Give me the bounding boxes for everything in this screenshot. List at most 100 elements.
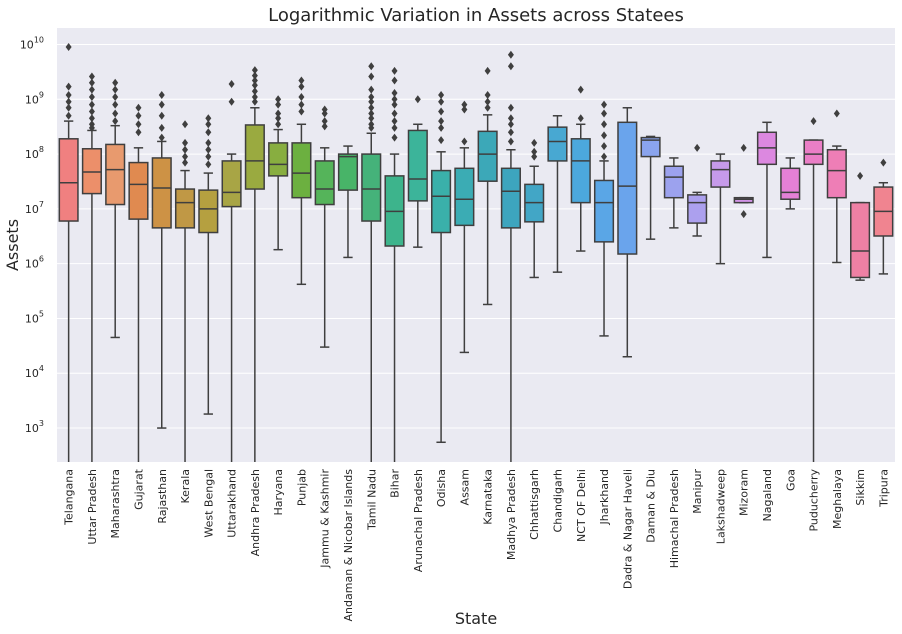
outlier-marker [205,138,212,147]
outlier-marker [368,114,375,123]
outlier-marker [438,107,445,116]
outlier-marker [135,111,142,120]
x-tick-label: Assam [458,469,471,505]
x-tick-label: Punjab [295,469,308,506]
box-19 [477,66,498,306]
box-34 [826,109,847,264]
x-tick-label: Gujarat [132,468,145,510]
outlier-marker [205,128,212,137]
outlier-marker [857,171,864,180]
outlier-marker [251,97,258,106]
box-body [663,165,684,199]
box-26 [640,135,661,240]
outlier-marker [298,76,305,85]
outlier-marker [507,137,514,146]
outlier-marker [414,95,421,104]
outlier-marker [577,85,584,94]
x-tick-label: Uttar Pradesh [86,469,99,545]
outlier-marker [391,95,398,104]
outlier-marker [507,128,514,137]
outlier-marker [228,80,235,89]
box-30 [733,143,754,219]
outlier-marker [740,210,747,219]
x-tick-label: Andaman & Nicobar Islands [342,469,355,622]
outlier-marker [740,143,747,152]
box-body [81,148,102,195]
outlier-marker [251,87,258,96]
outlier-marker [391,100,398,109]
box-body [477,130,498,182]
box-body [198,189,219,234]
box-body [640,136,661,158]
outlier-marker [135,103,142,112]
outlier-marker [182,152,189,161]
box-23 [570,85,591,252]
outlier-marker [531,147,538,156]
plot-area [57,28,895,462]
x-tick-label: Sikkim [854,469,867,506]
outlier-marker [182,145,189,154]
outlier-marker [531,138,538,147]
x-tick-label: Dadra & Nagar Haveli [621,469,634,589]
outlier-marker [251,93,258,102]
box-4 [128,103,149,462]
outlier-marker [65,90,72,99]
outlier-marker [507,62,514,71]
outlier-marker [112,109,119,118]
outlier-marker [507,50,514,59]
outlier-marker [321,109,328,118]
outlier-marker [228,97,235,106]
x-tick-label: NCT OF Delhi [575,469,588,542]
outlier-marker [251,76,258,85]
outlier-marker [391,123,398,132]
outlier-marker [88,107,95,116]
box-body [58,138,79,222]
box-5 [151,90,172,429]
box-13 [337,145,359,259]
y-tick-label: 106 [25,255,44,271]
outlier-marker [158,133,165,142]
box-12 [314,105,335,348]
outlier-marker [461,105,468,114]
box-31 [756,121,778,259]
x-tick-label: Maharashtra [109,469,122,539]
outlier-marker [112,85,119,94]
outlier-marker [810,117,817,126]
outlier-marker [368,109,375,118]
box-body [733,196,754,204]
x-tick-label: Rajasthan [156,469,169,524]
outlier-marker [438,90,445,99]
outlier-marker [298,107,305,116]
outlier-marker [298,93,305,102]
box-22 [547,115,568,273]
box-14 [361,62,382,462]
box-8 [221,80,242,462]
outlier-marker [484,66,491,75]
box-body [151,157,172,229]
outlier-marker [135,128,142,137]
outlier-marker [461,137,468,146]
outlier-marker [251,66,258,75]
outlier-marker [438,136,445,145]
box-11 [291,76,312,286]
boxes-layer [58,43,894,462]
outlier-marker [507,103,514,112]
box-24 [593,100,615,337]
outlier-marker [65,82,72,91]
outlier-marker [182,138,189,147]
box-body [500,167,521,229]
box-body [710,160,731,188]
box-27 [663,157,684,229]
outlier-marker [298,100,305,109]
outlier-marker [391,117,398,126]
outlier-marker [205,145,212,154]
box-body [174,188,196,229]
outlier-marker [65,103,72,112]
outlier-marker [88,93,95,102]
x-tick-label: Himachal Pradesh [668,469,681,568]
outlier-marker [112,100,119,109]
x-tick-label: Tamil Nadu [365,469,378,531]
y-tick-label: 107 [25,200,44,216]
box-body [268,142,289,177]
outlier-marker [158,90,165,99]
